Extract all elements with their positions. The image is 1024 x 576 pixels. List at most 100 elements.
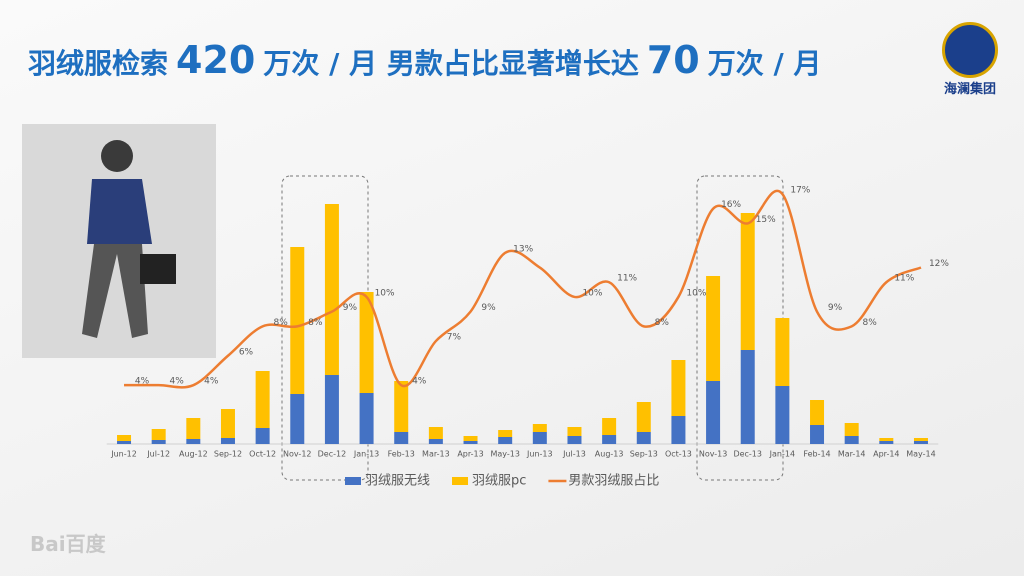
bar-segment xyxy=(879,441,894,444)
x-tick-label: Dec-13 xyxy=(733,450,762,459)
bar-segment xyxy=(290,247,305,394)
data-label: 16% xyxy=(721,200,741,210)
x-tick-label: Dec-12 xyxy=(318,450,347,459)
photo-figure xyxy=(82,140,176,338)
bar-segment xyxy=(532,424,547,432)
bar-segment xyxy=(151,429,166,440)
bar-segment xyxy=(290,394,305,444)
legend-label: 男款羽绒服占比 xyxy=(568,474,659,489)
bar-segment xyxy=(394,381,409,432)
bar-segment xyxy=(844,436,859,444)
bar-segment xyxy=(602,418,617,435)
data-label: 9% xyxy=(481,303,496,313)
x-tick-label: Mar-14 xyxy=(838,450,866,459)
bar-segment xyxy=(775,318,790,386)
bar-segment xyxy=(186,418,201,439)
data-label: 4% xyxy=(412,377,427,387)
x-tick-label: Apr-14 xyxy=(873,450,899,459)
x-tick-label: Oct-13 xyxy=(665,450,692,459)
data-label: 10% xyxy=(686,288,706,298)
x-tick-label: Jul-12 xyxy=(146,450,170,459)
bar-segment xyxy=(740,350,755,444)
photo xyxy=(22,124,216,358)
data-label: 8% xyxy=(655,318,670,328)
x-tick-label: Mar-13 xyxy=(422,450,450,459)
x-tick-label: Sep-13 xyxy=(630,450,658,459)
bar-segment xyxy=(117,441,132,444)
bar-segment xyxy=(498,430,513,437)
data-label: 4% xyxy=(135,377,150,387)
legend-label: 羽绒服pc xyxy=(472,474,526,489)
bar-segment xyxy=(498,437,513,444)
bar-segment xyxy=(255,428,270,444)
bar-segment xyxy=(810,425,825,444)
x-tick-label: Sep-12 xyxy=(214,450,242,459)
x-tick-label: Aug-12 xyxy=(179,450,208,459)
bar-segment xyxy=(255,371,270,428)
x-tick-label: Apr-13 xyxy=(457,450,483,459)
bar-segment xyxy=(117,435,132,441)
data-label: 6% xyxy=(239,347,254,357)
bar-segment xyxy=(567,436,582,444)
data-label: 10% xyxy=(375,288,395,298)
x-tick-label: Jan-13 xyxy=(353,450,379,459)
logo-emblem xyxy=(942,22,998,78)
legend-swatch xyxy=(345,477,361,485)
bar-segment xyxy=(359,292,374,393)
data-label: 4% xyxy=(170,377,185,387)
x-tick-label: Aug-13 xyxy=(595,450,624,459)
data-label: 7% xyxy=(447,333,462,343)
bar-segment xyxy=(740,213,755,350)
bar-segment xyxy=(775,386,790,444)
bar-segment xyxy=(844,423,859,436)
data-label: 9% xyxy=(343,303,358,313)
bar-segment xyxy=(428,427,443,439)
logo-text: 海澜集团 xyxy=(943,82,996,97)
bar-segment xyxy=(636,402,651,432)
data-label: 8% xyxy=(863,318,878,328)
bar-segment xyxy=(220,438,235,444)
data-label: 4% xyxy=(204,377,219,387)
line xyxy=(124,189,922,389)
data-label: 15% xyxy=(756,215,776,225)
data-label: 17% xyxy=(790,186,810,196)
bar-segment xyxy=(428,439,443,444)
bar-segment xyxy=(532,432,547,444)
data-label: 8% xyxy=(273,318,288,328)
bar-segment xyxy=(463,441,478,444)
title-text: 万次 / 月 男款占比显著增长达 xyxy=(263,47,639,80)
watermark: Bai百度 xyxy=(30,532,106,556)
bar-segment xyxy=(324,204,339,375)
data-label: 9% xyxy=(828,303,843,313)
bar-segment xyxy=(151,440,166,444)
bar-segment xyxy=(706,276,721,381)
bar-segment xyxy=(463,436,478,441)
data-label: 10% xyxy=(582,288,602,298)
bar-segment xyxy=(359,393,374,444)
data-label: 12% xyxy=(929,259,949,269)
bar-segment xyxy=(913,438,928,441)
bar-segment xyxy=(394,432,409,444)
title-number: 420 xyxy=(176,38,256,82)
title-text: 万次 / 月 xyxy=(707,47,822,80)
data-label: 11% xyxy=(894,274,914,284)
x-tick-label: Jun-12 xyxy=(110,450,137,459)
bar-segment xyxy=(220,409,235,438)
title-text: 羽绒服检索 xyxy=(28,47,169,80)
bar-segment xyxy=(636,432,651,444)
data-label: 13% xyxy=(513,244,533,254)
bar-segment xyxy=(671,360,686,416)
bar-segment xyxy=(671,416,686,444)
bar-segment xyxy=(810,400,825,425)
title-number: 70 xyxy=(646,38,700,82)
bar-segment xyxy=(879,438,894,441)
logo: 海澜集团 xyxy=(938,22,1002,100)
slide-title: 羽绒服检索 420 万次 / 月 男款占比显著增长达 70 万次 / 月 xyxy=(28,40,928,84)
x-tick-label: Nov-13 xyxy=(699,450,727,459)
bar-segment xyxy=(567,427,582,436)
bar-segment xyxy=(706,381,721,444)
bar-segment xyxy=(913,441,928,444)
legend-label: 羽绒服无线 xyxy=(365,474,430,489)
